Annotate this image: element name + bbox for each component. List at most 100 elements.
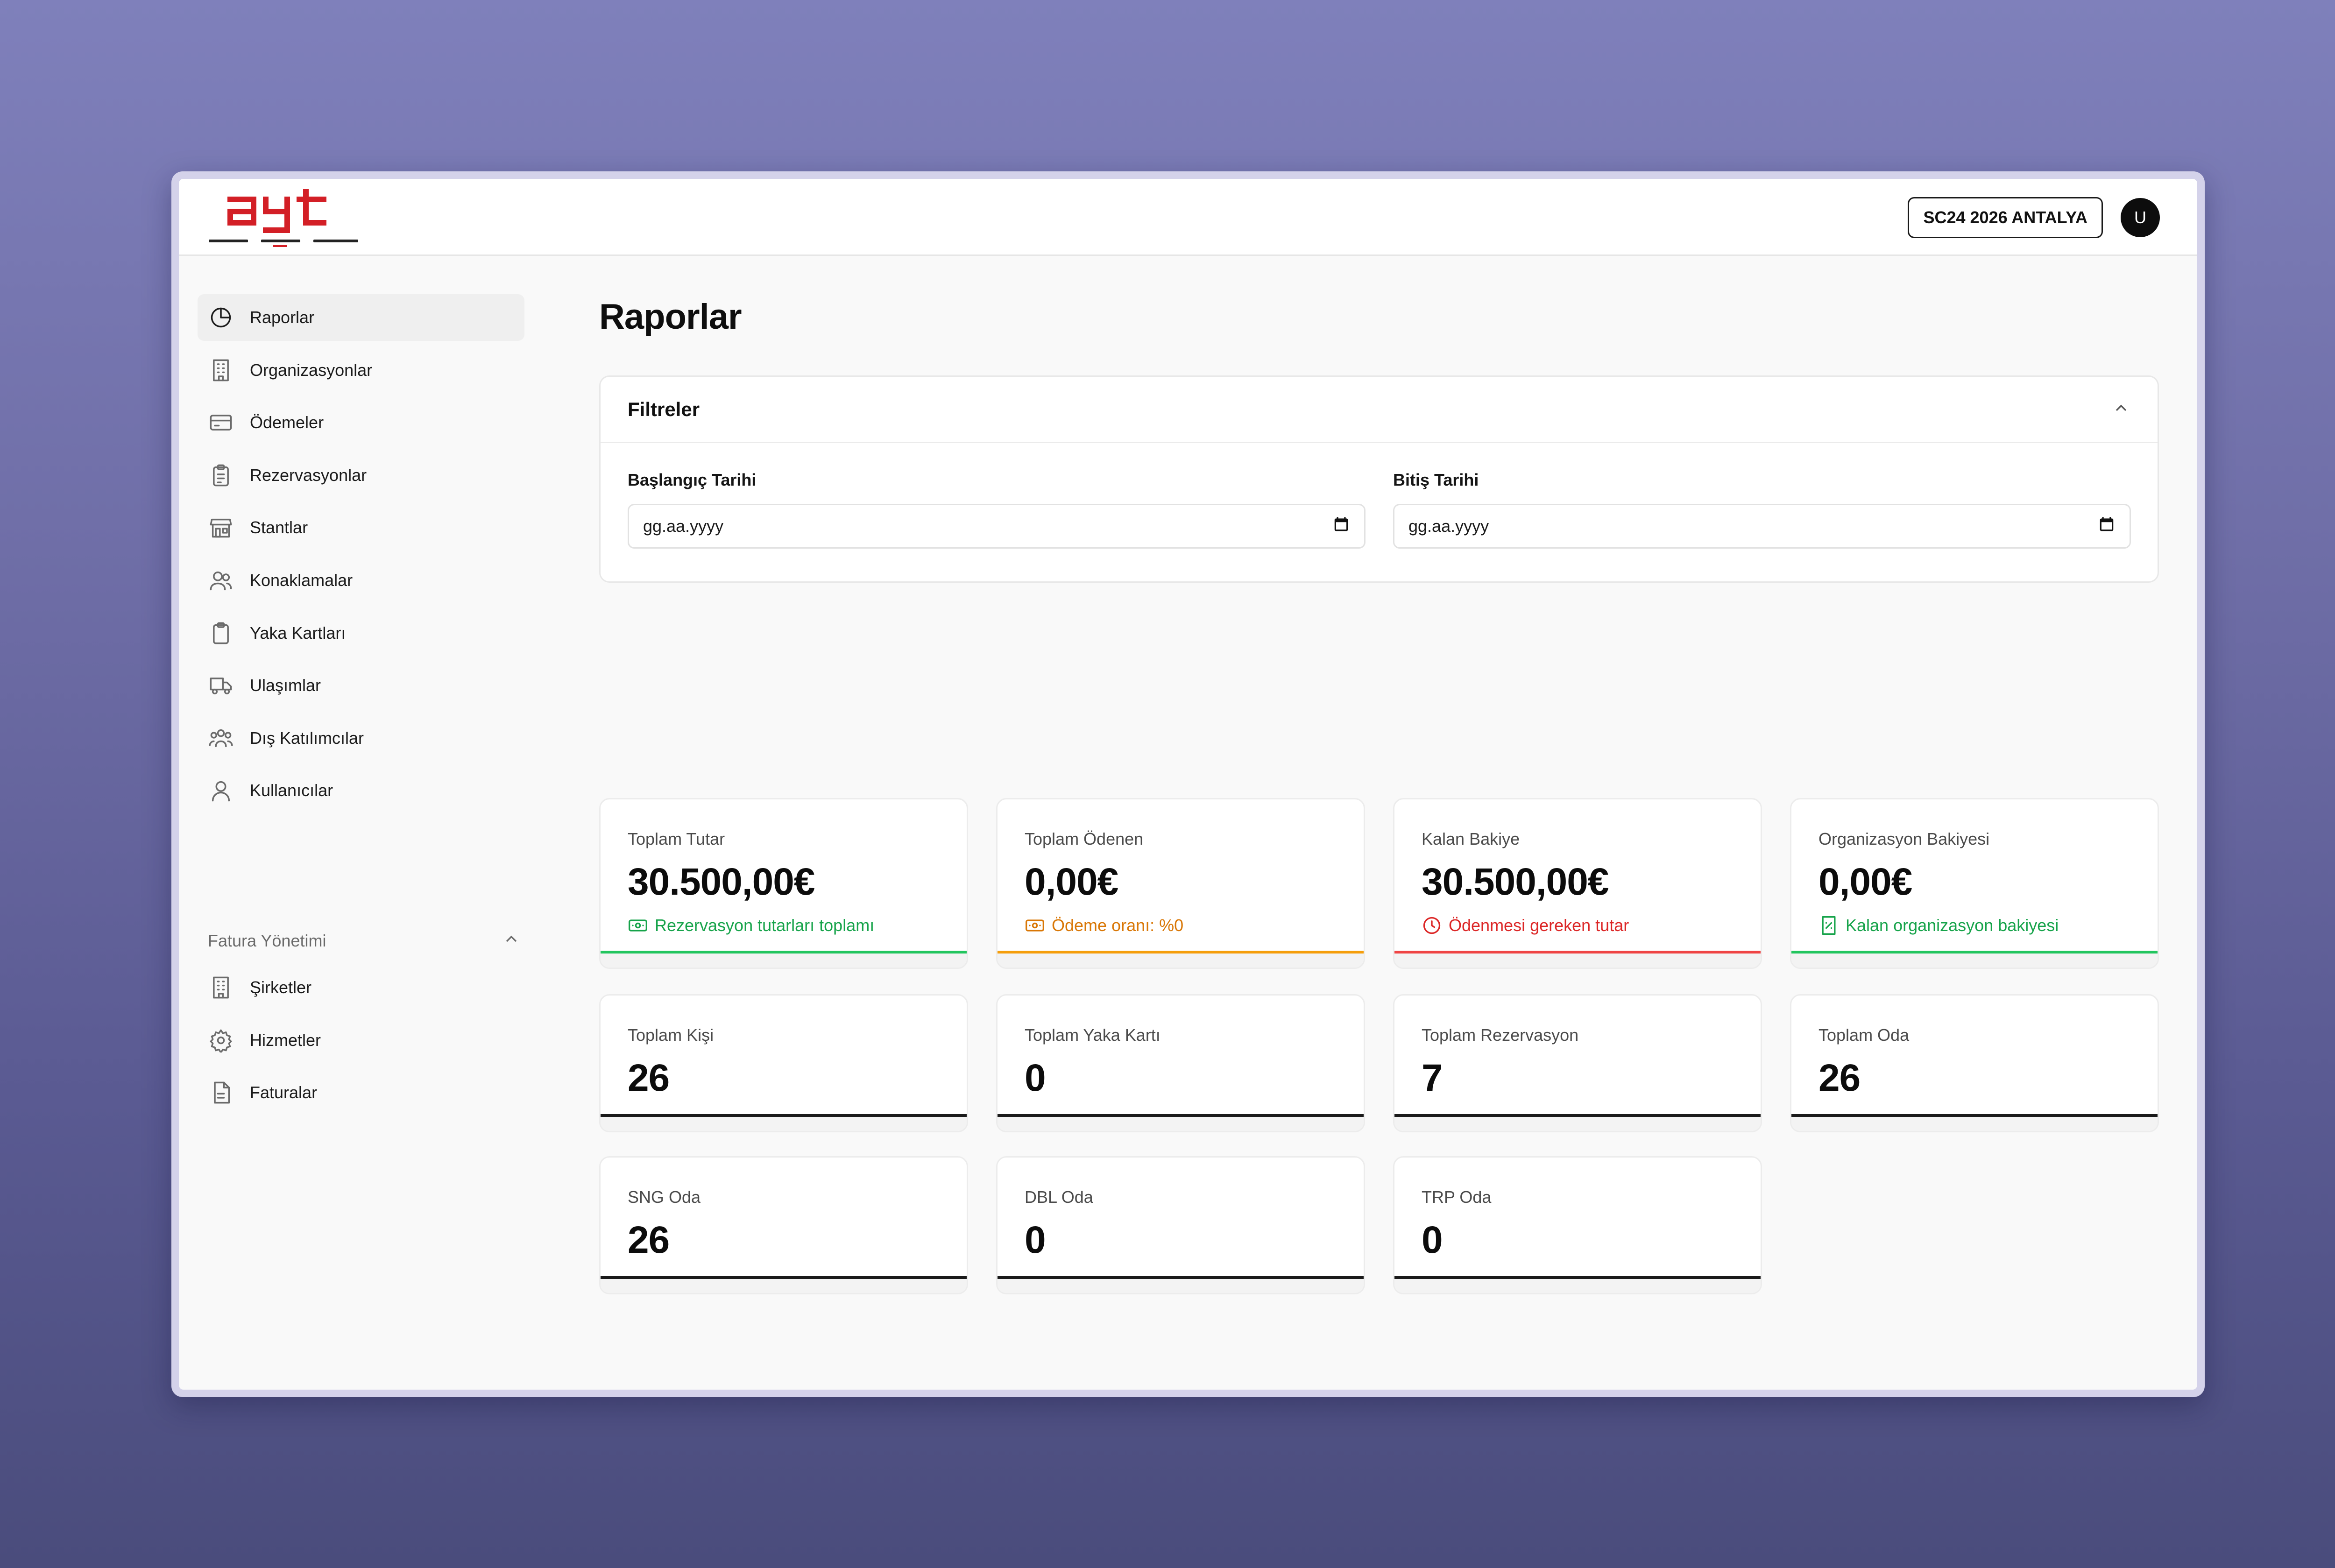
- stat-label: SNG Oda: [628, 1187, 701, 1207]
- sidebar-item-label: Stantlar: [250, 518, 308, 537]
- start-date-value: gg.aa.yyyy: [643, 516, 724, 536]
- stat-card-toplam-kisi: Toplam Kişi 26: [599, 994, 968, 1132]
- sidebar-item-label: Organizasyonlar: [250, 360, 373, 380]
- stat-card-kalan-bakiye: Kalan Bakiye 30.500,00€ Ödenmesi gereken…: [1393, 798, 1762, 969]
- stat-value: 0: [1025, 1219, 1046, 1261]
- app-window: SC24 2026 ANTALYA U Raporlar Organiz: [179, 179, 2197, 1390]
- stat-subtext: Rezervasyon tutarları toplamı: [628, 915, 874, 936]
- sidebar-item-label: Yaka Kartları: [250, 623, 346, 643]
- stat-value: 26: [628, 1219, 670, 1261]
- stat-card-toplam-yaka-karti: Toplam Yaka Kartı 0: [996, 994, 1365, 1132]
- users-icon: [208, 567, 234, 593]
- card-footer: [1791, 1117, 2158, 1131]
- main-content: Raporlar Filtreler Başlangıç Tarihi gg.a…: [599, 257, 2160, 1390]
- file-icon: [208, 1080, 234, 1106]
- card-footer: [998, 954, 1364, 968]
- stat-accent-bar: [601, 951, 967, 954]
- stat-value: 7: [1422, 1057, 1443, 1099]
- stat-subtext: Kalan organizasyon bakiyesi: [1818, 915, 2059, 936]
- user-avatar[interactable]: U: [2121, 198, 2160, 237]
- card-footer: [1394, 1279, 1761, 1293]
- card-footer: [601, 1117, 967, 1131]
- stat-label: Kalan Bakiye: [1422, 829, 1520, 848]
- stat-subtext-label: Ödeme oranı: %0: [1052, 916, 1184, 935]
- start-date-input[interactable]: gg.aa.yyyy: [628, 504, 1366, 549]
- sidebar-item-rezervasyonlar[interactable]: Rezervasyonlar: [198, 452, 524, 499]
- sidebar-item-label: Şirketler: [250, 978, 312, 997]
- filters-title: Filtreler: [628, 398, 700, 420]
- calendar-icon[interactable]: [1332, 516, 1350, 537]
- sidebar-item-yaka-kartlari[interactable]: Yaka Kartları: [198, 610, 524, 657]
- sidebar-item-ulasimlar[interactable]: Ulaşımlar: [198, 662, 524, 709]
- clock-icon: [1423, 917, 1441, 934]
- stat-label: Organizasyon Bakiyesi: [1818, 829, 1990, 848]
- sidebar-item-konaklamalar[interactable]: Konaklamalar: [198, 557, 524, 604]
- clipboard-icon: [208, 462, 234, 488]
- banknote-icon: [629, 919, 647, 932]
- card-footer: [1791, 954, 2158, 968]
- sidebar-item-odemeler[interactable]: Ödemeler: [198, 399, 524, 446]
- sidebar-item-organizasyonlar[interactable]: Organizasyonlar: [198, 347, 524, 394]
- top-bar: SC24 2026 ANTALYA U: [179, 179, 2197, 256]
- sidebar-item-label: Raporlar: [250, 308, 315, 327]
- stat-subtext-label: Rezervasyon tutarları toplamı: [655, 916, 875, 935]
- section-fatura-yonetimi-toggle[interactable]: Fatura Yönetimi: [208, 927, 521, 955]
- page-title: Raporlar: [599, 297, 742, 337]
- sidebar-item-kullanicilar[interactable]: Kullanıcılar: [198, 767, 524, 814]
- building-icon: [208, 357, 234, 383]
- banknote-icon: [1026, 919, 1044, 932]
- group-icon: [208, 725, 234, 751]
- stat-label: Toplam Yaka Kartı: [1025, 1025, 1160, 1045]
- card-footer: [1394, 954, 1761, 968]
- organization-label: SC24 2026 ANTALYA: [1923, 208, 2087, 227]
- sidebar-item-label: Kullanıcılar: [250, 781, 333, 800]
- ayt-logo[interactable]: [209, 188, 363, 249]
- sidebar-item-dis-katilimcilar[interactable]: Dış Katılımcılar: [198, 715, 524, 762]
- card-footer: [998, 1279, 1364, 1293]
- stat-accent-bar: [1791, 1114, 2158, 1117]
- stat-accent-bar: [601, 1114, 967, 1117]
- card-footer: [998, 1117, 1364, 1131]
- stat-label: DBL Oda: [1025, 1187, 1093, 1207]
- stat-card-organizasyon-bakiyesi: Organizasyon Bakiyesi 0,00€ Kalan organi…: [1790, 798, 2159, 969]
- sidebar-item-hizmetler[interactable]: Hizmetler: [198, 1017, 524, 1064]
- app-window-frame: SC24 2026 ANTALYA U Raporlar Organiz: [171, 171, 2205, 1397]
- sidebar-item-label: Hizmetler: [250, 1030, 321, 1050]
- sidebar-item-raporlar[interactable]: Raporlar: [198, 294, 524, 341]
- stat-subtext: Ödeme oranı: %0: [1025, 915, 1183, 936]
- stat-subtext-label: Kalan organizasyon bakiyesi: [1846, 916, 2059, 935]
- stat-card-sng-oda: SNG Oda 26: [599, 1156, 968, 1294]
- stat-value: 26: [628, 1057, 670, 1099]
- sidebar-item-label: Rezervasyonlar: [250, 465, 367, 485]
- stat-subtext-label: Ödenmesi gereken tutar: [1449, 916, 1629, 935]
- sidebar: Raporlar Organizasyonlar Ödemeler: [179, 257, 534, 1390]
- stat-card-toplam-rezervasyon: Toplam Rezervasyon 7: [1393, 994, 1762, 1132]
- stat-accent-bar: [1791, 951, 2158, 954]
- stat-accent-bar: [998, 1114, 1364, 1117]
- filters-header[interactable]: Filtreler: [601, 377, 2158, 443]
- chevron-up-icon[interactable]: [2112, 399, 2130, 420]
- sidebar-item-label: Faturalar: [250, 1083, 318, 1102]
- stat-card-toplam-tutar: Toplam Tutar 30.500,00€ Rezervasyon tuta…: [599, 798, 968, 969]
- stat-accent-bar: [998, 1276, 1364, 1279]
- end-date-input[interactable]: gg.aa.yyyy: [1393, 504, 2131, 549]
- user-icon: [208, 777, 234, 804]
- stat-card-dbl-oda: DBL Oda 0: [996, 1156, 1365, 1294]
- stat-label: Toplam Tutar: [628, 829, 725, 848]
- sidebar-item-label: Ödemeler: [250, 413, 324, 432]
- stat-card-toplam-oda: Toplam Oda 26: [1790, 994, 2159, 1132]
- organization-selector[interactable]: SC24 2026 ANTALYA: [1908, 197, 2103, 238]
- pie-chart-icon: [208, 304, 234, 331]
- sidebar-item-faturalar[interactable]: Faturalar: [198, 1069, 524, 1116]
- store-icon: [208, 515, 234, 541]
- sidebar-item-sirketler[interactable]: Şirketler: [198, 964, 524, 1011]
- stat-label: Toplam Kişi: [628, 1025, 714, 1045]
- sidebar-item-stantlar[interactable]: Stantlar: [198, 504, 524, 551]
- calendar-icon[interactable]: [2098, 516, 2116, 537]
- truck-icon: [208, 672, 234, 699]
- sidebar-subnav: Şirketler Hizmetler Faturalar: [198, 964, 524, 1122]
- credit-card-icon: [208, 410, 234, 436]
- receipt-icon: [1822, 916, 1836, 935]
- avatar-initial: U: [2134, 208, 2146, 227]
- stat-accent-bar: [1394, 951, 1761, 954]
